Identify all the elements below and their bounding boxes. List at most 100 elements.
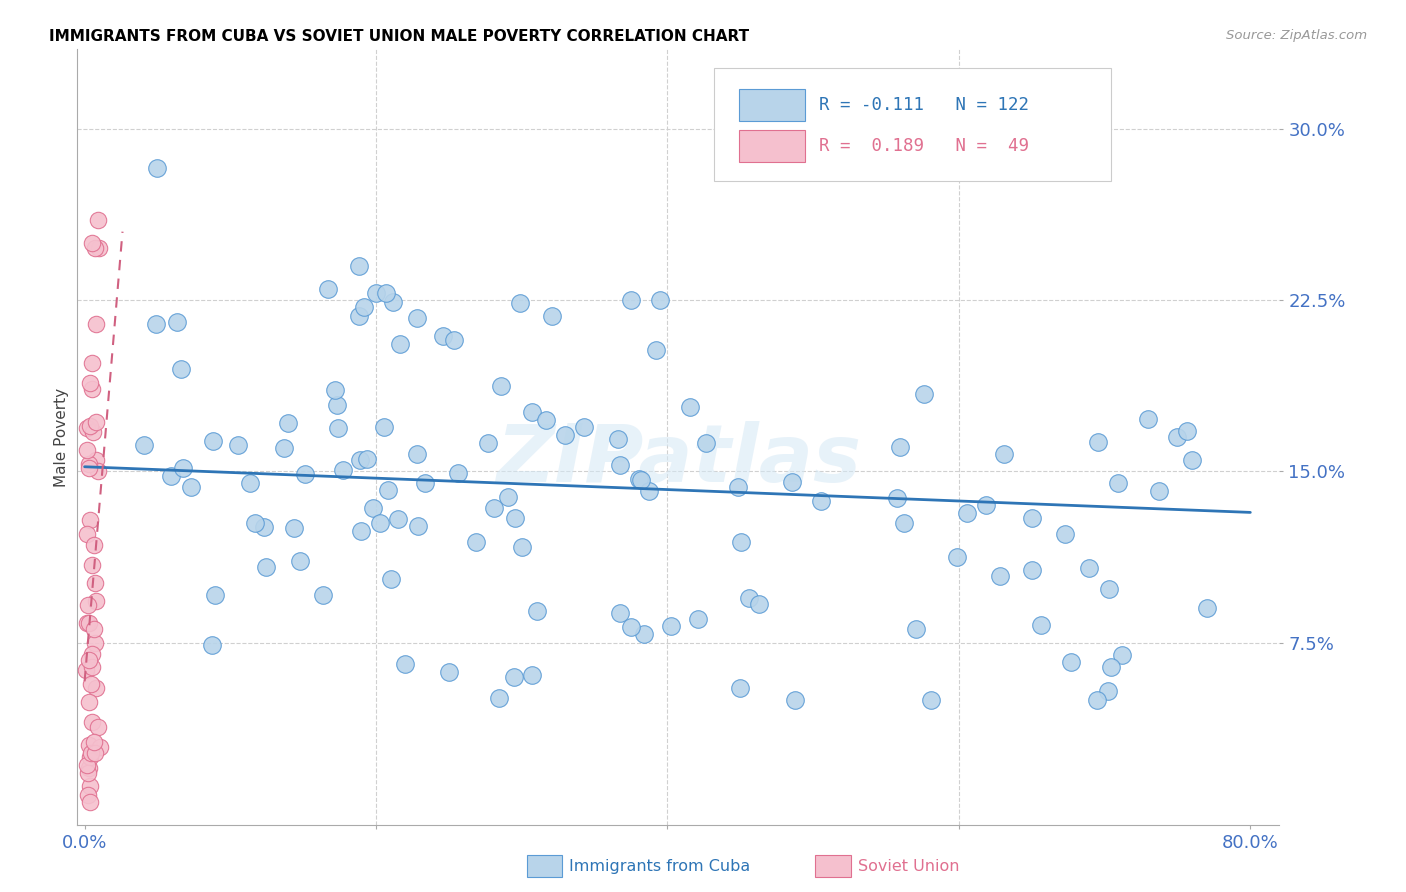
Point — [87, 720, 110, 734]
Point — [77, 738, 100, 752]
Point — [79, 795, 101, 809]
Point — [893, 516, 915, 530]
Point — [780, 475, 803, 490]
Point — [945, 550, 967, 565]
Text: Source: ZipAtlas.com: Source: ZipAtlas.com — [1226, 29, 1367, 42]
Point — [370, 516, 392, 530]
FancyBboxPatch shape — [714, 69, 1111, 181]
Point — [290, 553, 312, 567]
Y-axis label: Male Poverty: Male Poverty — [53, 387, 69, 487]
Point — [87, 213, 110, 227]
Point — [886, 491, 908, 506]
Point — [1099, 659, 1122, 673]
Point — [1098, 582, 1121, 596]
Point — [373, 419, 395, 434]
Text: Soviet Union: Soviet Union — [858, 859, 959, 873]
Point — [79, 376, 101, 390]
Point — [356, 452, 378, 467]
Text: ZIPatlas: ZIPatlas — [496, 421, 860, 500]
Point — [650, 293, 672, 307]
Point — [316, 282, 339, 296]
Text: Immigrants from Cuba: Immigrants from Cuba — [569, 859, 751, 873]
Point — [326, 399, 349, 413]
Point — [1021, 563, 1043, 577]
Point — [482, 501, 505, 516]
Point — [509, 296, 531, 310]
Point — [76, 765, 98, 780]
Point — [76, 789, 98, 803]
Point — [374, 285, 396, 300]
Point — [432, 329, 454, 343]
Point — [1021, 510, 1043, 524]
Point — [82, 558, 104, 572]
Point — [1085, 692, 1108, 706]
Point — [132, 438, 155, 452]
Point — [993, 447, 1015, 461]
Point — [83, 622, 105, 636]
Point — [1059, 655, 1081, 669]
Point — [86, 317, 108, 331]
Point — [638, 484, 661, 499]
Point — [630, 473, 652, 487]
Point — [80, 236, 103, 251]
Point — [82, 356, 104, 370]
Point — [86, 415, 108, 429]
Point — [738, 591, 761, 605]
Point — [172, 461, 194, 475]
Point — [541, 310, 564, 324]
Point — [1053, 527, 1076, 541]
Point — [89, 740, 111, 755]
Point — [294, 467, 316, 481]
Point — [920, 692, 942, 706]
Point — [77, 761, 100, 775]
Point — [312, 588, 335, 602]
Point — [1181, 453, 1204, 467]
Point — [1077, 561, 1099, 575]
Point — [79, 513, 101, 527]
Point — [75, 663, 97, 677]
Point — [76, 526, 98, 541]
Point — [488, 691, 510, 706]
Point — [323, 383, 346, 397]
Point — [1195, 601, 1218, 615]
Point — [904, 622, 927, 636]
Point — [520, 667, 543, 681]
Point — [349, 453, 371, 467]
Point — [159, 469, 181, 483]
Point — [82, 425, 104, 440]
Point — [146, 161, 169, 175]
Point — [645, 343, 668, 358]
Point — [609, 458, 631, 472]
Point — [503, 511, 526, 525]
Point — [447, 466, 470, 480]
Point — [80, 677, 103, 691]
Point — [166, 315, 188, 329]
Point — [328, 421, 350, 435]
Point — [84, 576, 107, 591]
Point — [347, 259, 370, 273]
Text: IMMIGRANTS FROM CUBA VS SOVIET UNION MALE POVERTY CORRELATION CHART: IMMIGRANTS FROM CUBA VS SOVIET UNION MAL… — [49, 29, 749, 44]
Point — [377, 483, 399, 498]
Point — [76, 421, 98, 435]
Point — [89, 241, 111, 255]
Point — [661, 619, 683, 633]
Point — [1031, 618, 1053, 632]
Point — [283, 521, 305, 535]
Point — [83, 241, 105, 255]
Point — [79, 418, 101, 433]
Point — [620, 619, 643, 633]
Point — [76, 616, 98, 631]
Point — [180, 480, 202, 494]
Point — [1147, 483, 1170, 498]
Point — [79, 616, 101, 631]
Point — [406, 519, 429, 533]
Point — [84, 681, 107, 695]
Point — [912, 387, 935, 401]
Point — [1097, 684, 1119, 698]
Point — [520, 405, 543, 419]
Point — [239, 476, 262, 491]
Point — [688, 612, 710, 626]
Point — [80, 660, 103, 674]
Point — [627, 472, 650, 486]
Point — [82, 383, 104, 397]
